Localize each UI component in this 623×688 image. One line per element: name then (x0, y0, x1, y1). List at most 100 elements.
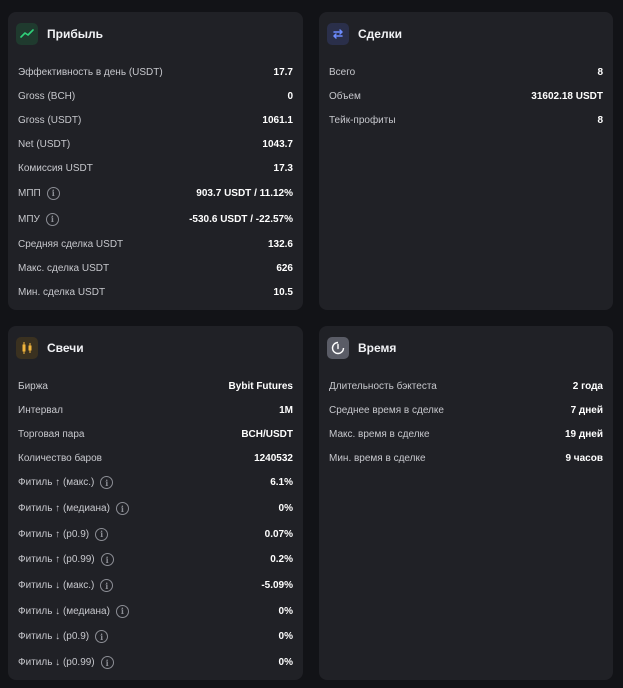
candles-row-value: BCH/USDT (241, 428, 293, 440)
candles-row-value: 6.1% (270, 477, 293, 489)
profit-row-label: Gross (BCH) (18, 91, 75, 102)
chart-up-icon (16, 23, 38, 45)
candles-card-title: Свечи (47, 341, 84, 355)
row-label-text: Комиссия USDT (18, 162, 93, 174)
deals-row-label: Объем (329, 91, 361, 102)
deals-row: Всего 8 (319, 60, 613, 84)
candles-row: Фитиль ↓ (p0.99) i 0% (8, 650, 303, 676)
time-row-value: 19 дней (565, 428, 603, 440)
candles-row: Фитиль ↓ (макс.) i -5.09% (8, 573, 303, 599)
candles-row-label: Торговая пара (18, 429, 85, 440)
deals-row-value: 31602.18 USDT (531, 90, 603, 102)
row-label-text: Мин. сделка USDT (18, 286, 106, 298)
row-label-text: Средняя сделка USDT (18, 238, 124, 250)
row-label-text: Длительность бэктеста (329, 380, 437, 392)
candles-row-label: Фитиль ↑ (медиана) i (18, 502, 129, 516)
candles-row: Фитиль ↑ (медиана) i 0% (8, 496, 303, 522)
row-label-text: МПУ (18, 213, 40, 225)
time-row: Макс. время в сделке 19 дней (319, 422, 613, 446)
candles-icon (16, 337, 38, 359)
row-label-text: Gross (USDT) (18, 114, 82, 126)
profit-row: Эффективность в день (USDT) 17.7 (8, 60, 303, 84)
profit-row-value: 132.6 (267, 238, 293, 250)
profit-row-value: 1061.1 (262, 114, 293, 126)
info-icon[interactable]: i (45, 212, 59, 226)
profit-row-label: Средняя сделка USDT (18, 239, 123, 250)
time-row-value: 7 дней (570, 404, 603, 416)
row-label-text: Биржа (18, 380, 48, 392)
candles-card-header: Свечи (8, 326, 303, 359)
time-row-label: Мин. время в сделке (329, 453, 426, 464)
profit-row-value: 1043.7 (262, 138, 293, 150)
info-icon[interactable]: i (100, 553, 114, 567)
info-icon[interactable]: i (100, 476, 114, 490)
info-icon[interactable]: i (100, 656, 114, 670)
profit-row-value: 17.3 (273, 162, 293, 174)
time-row-label: Макс. время в сделке (329, 429, 430, 440)
row-label-text: Фитиль ↑ (макс.) (18, 477, 95, 489)
candles-row-value: 0.2% (270, 554, 293, 566)
candles-row: Фитиль ↑ (p0.99) i 0.2% (8, 547, 303, 573)
row-label-text: Среднее время в сделке (329, 404, 444, 416)
profit-row-value: 0 (287, 90, 293, 102)
time-row-label: Среднее время в сделке (329, 405, 444, 416)
row-label-text: Интервал (18, 404, 63, 416)
row-label-text: Фитиль ↑ (p0.9) (18, 528, 90, 540)
row-label-text: Количество баров (18, 452, 102, 464)
profit-row: Макс. сделка USDT 626 (8, 256, 303, 280)
row-label-text: Макс. время в сделке (329, 428, 430, 440)
row-label-text: Фитиль ↑ (медиана) (18, 503, 110, 515)
candles-row-label: Фитиль ↑ (p0.9) i (18, 527, 109, 541)
deals-rows: Всего 8 Объем 31602.18 USDT Тейк-профиты 8 (319, 60, 613, 132)
time-card-title: Время (358, 341, 397, 355)
candles-row-label: Биржа (18, 381, 48, 392)
deals-row: Тейк-профиты 8 (319, 108, 613, 132)
profit-row: Gross (BCH) 0 (8, 84, 303, 108)
deals-card-header: Сделки (319, 12, 613, 45)
profit-row-label: МПУ i (18, 212, 59, 226)
row-label-text: Фитиль ↓ (p0.99) (18, 657, 95, 669)
row-label-text: Торговая пара (18, 428, 85, 440)
info-icon[interactable]: i (95, 527, 109, 541)
candles-rows: Биржа Bybit Futures Интервал 1M Торговая пар… (8, 374, 303, 676)
time-row: Мин. время в сделке 9 часов (319, 446, 613, 470)
profit-card-header: Прибыль (8, 12, 303, 45)
deals-card-title: Сделки (358, 27, 402, 41)
candles-row: Биржа Bybit Futures (8, 374, 303, 398)
candles-row-value: -5.09% (261, 580, 293, 592)
info-icon[interactable]: i (100, 579, 114, 593)
profit-row: Gross (USDT) 1061.1 (8, 108, 303, 132)
profit-row-label: Net (USDT) (18, 139, 70, 150)
deals-row-label: Тейк-профиты (329, 115, 396, 126)
profit-row-value: 10.5 (273, 286, 293, 298)
row-label-text: Эффективность в день (USDT) (18, 66, 163, 78)
info-icon[interactable]: i (46, 186, 60, 200)
info-icon[interactable]: i (95, 630, 109, 644)
row-label-text: Net (USDT) (18, 138, 71, 150)
candles-row-label: Фитиль ↓ (макс.) i (18, 579, 114, 593)
info-icon[interactable]: i (115, 502, 129, 516)
candles-row-value: 0.07% (264, 528, 293, 540)
profit-row: Net (USDT) 1043.7 (8, 132, 303, 156)
candles-row-label: Фитиль ↓ (p0.9) i (18, 630, 109, 644)
row-label-text: Фитиль ↓ (макс.) (18, 580, 95, 592)
candles-row: Фитиль ↑ (макс.) i 6.1% (8, 470, 303, 496)
profit-row: МПП i 903.7 USDT / 11.12% (8, 180, 303, 206)
profit-row-label: МПП i (18, 186, 60, 200)
candles-row-value: 0% (278, 503, 293, 515)
profit-row-value: -530.6 USDT / -22.57% (189, 213, 293, 225)
deals-row-value: 8 (597, 114, 603, 126)
info-icon[interactable]: i (115, 604, 129, 618)
profit-row: МПУ i -530.6 USDT / -22.57% (8, 206, 303, 232)
profit-card: Прибыль Эффективность в день (USDT) 17.7 G… (8, 12, 303, 310)
time-rows: Длительность бэктеста 2 года Среднее время… (319, 374, 613, 470)
candles-row: Фитиль ↓ (p0.9) i 0% (8, 624, 303, 650)
candles-row-label: Фитиль ↓ (p0.99) i (18, 656, 114, 670)
time-row: Среднее время в сделке 7 дней (319, 398, 613, 422)
clock-icon (327, 337, 349, 359)
row-label-text: Фитиль ↓ (медиана) (18, 605, 110, 617)
candles-row-value: 0% (278, 631, 293, 643)
deals-row-value: 8 (597, 66, 603, 78)
candles-row-value: 0% (278, 605, 293, 617)
candles-row: Интервал 1M (8, 398, 303, 422)
